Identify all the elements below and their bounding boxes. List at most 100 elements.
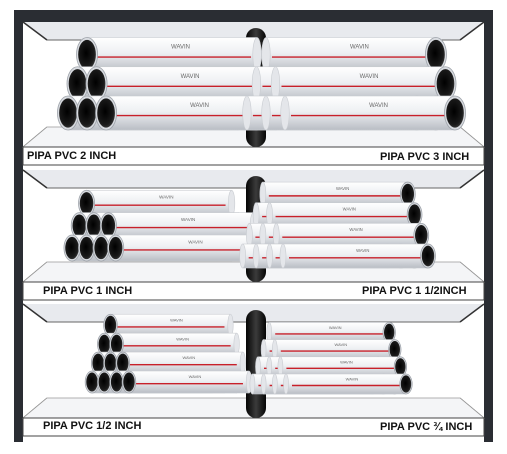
frame-top-beam [14,10,493,22]
shelf-2-pipes-right: WAVINWAVINWAVINWAVINWAVINWAVINWAVINWAVIN… [239,181,436,269]
shelf-2-left-pipe-2-opening [87,214,101,237]
shelf-1-edge-tr [459,21,485,41]
shelf-1-left-pipe-2-brand-mark: WAVIN [181,74,200,80]
shelf-2-right-pipe-9: WAVIN [279,243,436,269]
shelf-3-pipes-left: WAVINWAVINWAVINWAVINWAVINWAVINWAVINWAVIN… [84,313,253,394]
shelf-3-left-pipe-0: WAVIN [103,313,234,337]
shelf-2-left-label: PIPA PVC 1 INCH [43,285,133,297]
shelf-3-left-pipe-3-opening [92,353,104,373]
shelf-1-left-pipe-0-opening [78,39,96,70]
shelf-2-right-pipe-2-body [269,202,415,228]
shelf-2-right-pipe-0-body [262,181,409,207]
shelf-1-left-label: PIPA PVC 2 INCH [27,150,117,162]
shelf-3-right-pipe-5: WAVIN [277,356,407,378]
shelf-3-left-pipe-4-opening [104,353,117,373]
shelf-2-right-pipe-5-opening [415,225,428,246]
shelf-3-right-pipe-0-brand-mark: WAVIN [329,325,342,330]
shelf-3-right-pipe-5-brand-mark: WAVIN [340,359,353,364]
shelf-2-right-pipe-0-brand-mark: WAVIN [336,186,349,191]
shelf-3-right-pipe-9: WAVIN [283,373,413,395]
shelf-1-right-pipe-5-end-cap [280,95,290,131]
shelf-1-left-pipe-3-opening [59,98,77,128]
shelf-2-label-bar [22,281,485,301]
shelf-3-left-pipe-8-opening [110,372,123,392]
shelf-3-left-pipe-1-opening [98,334,111,354]
shelf-1-right-pipe-5-opening [446,98,464,128]
shelf-3-left-pipe-7-opening [98,372,111,392]
shelf-1-right-pipe-0-body [265,37,437,72]
shelf-1-right-pipe-3-end-cap [242,95,252,131]
shelf-2-right-pipe-9-body [282,243,429,269]
shelf-3-right-pipe-9-end-cap [283,373,289,395]
shelf-2-left-pipe-1-opening [72,214,87,237]
shelf-3-pipes-right: WAVINWAVINWAVINWAVINWAVINWAVINWAVINWAVIN… [249,321,413,395]
shelf-1-right-pipe-2-brand-mark: WAVIN [360,74,379,80]
shelf-3-edge-tl [22,303,48,323]
shelf-1-right-pipe-2-body [275,66,446,102]
shelf-1-right-pipe-5-brand-mark: WAVIN [369,103,388,109]
shelf-2-right-pipe-2-brand-mark: WAVIN [343,207,356,212]
shelf-3-right-pipe-2: WAVIN [271,339,402,361]
shelf-3-left-pipe-9: WAVIN [121,370,253,394]
shelf-3-left-pipe-2-brand-mark: WAVIN [176,336,189,341]
shelf-2-left-pipe-6-opening [94,236,108,260]
shelf-3-right-pipe-6-end-cap [249,373,256,395]
shelf-2-left-pipe-7-brand-mark: WAVIN [188,239,202,244]
shelf-1-edge-tl [22,21,48,41]
shelf-2-right-pipe-7-end-cap [252,243,260,269]
shelf-2-left-pipe-3-brand-mark: WAVIN [181,217,195,222]
shelf-1-left-pipe-4-opening [78,98,96,128]
shelf-1-left-pipe-0-body [86,37,258,72]
shelf-1-left-pipe-2-body [96,66,267,102]
shelf-2-edge-tr [459,169,485,189]
shelf-3-left-pipe-5-brand-mark: WAVIN [182,355,195,360]
shelf-2-left-pipe-3-opening [101,214,116,237]
shelf-2-right-pipe-2-opening [408,204,421,226]
shelf-3-left-pipe-2-opening [110,334,123,354]
shelf-2-left-pipe-4-opening [65,236,79,260]
shelf-3-right-pipe-8-end-cap [271,373,278,395]
shelf-3-left-pipe-0-opening [104,315,117,335]
shelf-2-left-pipe-5-opening [79,236,94,260]
shelf-2-right-pipe-5-body [275,223,422,248]
shelf-3-edge-tr [459,303,485,323]
shelf-2-right-pipe-2: WAVIN [266,202,423,228]
shelf-1-right-pipe-0-opening [427,39,445,70]
shelf-2-right-pipe-6-end-cap [239,243,246,269]
shelf-3-right-pipe-2-opening [389,341,400,359]
shelf-2-right-pipe-8-end-cap [266,243,273,269]
shelf-1-left-pipe-0: WAVIN [76,37,262,72]
shelf-3-right-pipe-2-brand-mark: WAVIN [334,342,347,347]
shelf-1-right-pipe-1-end-cap [251,66,261,102]
shelf-2-right-label: PIPA PVC 1 1/2INCH [362,285,467,297]
frame-right-post [484,12,493,442]
shelf-3-right-pipe-0-opening [384,323,395,341]
shelf-3-left-pipe-9-brand-mark: WAVIN [189,374,202,379]
shelf-3-right-pipe-7-end-cap [260,373,267,395]
shelf-2-right-pipe-5: WAVIN [272,222,430,248]
shelf-1-label-bar [22,146,485,166]
shelf-3-left-pipe-5-opening [117,353,129,373]
shelf-1-right-pipe-2: WAVIN [270,66,457,102]
shelf-1-right-pipe-4-end-cap [261,95,271,131]
shelf-2-right-pipe-9-end-cap [279,243,287,269]
shelf-3-left-pipe-6-opening [86,372,98,392]
shelf-2-right-pipe-0: WAVIN [259,181,416,207]
shelf-3-label-bar [22,417,485,437]
shelf-2-left-pipe-0: WAVIN [78,189,236,217]
shelf-2-right-pipe-9-opening [421,245,435,267]
shelf-1-left-pipe-0-end-cap [252,37,262,72]
shelf-1-left-pipe-5-brand-mark: WAVIN [190,103,209,109]
shelf-3-left-label: PIPA PVC 1/2 INCH [43,420,142,432]
shelf-1-right-pipe-2-opening [436,69,455,99]
shelf-3-left-pipe-0-brand-mark: WAVIN [170,317,183,322]
shelf-2-right-pipe-9-brand-mark: WAVIN [356,248,369,253]
shelf-3-right-pipe-9-brand-mark: WAVIN [346,377,359,382]
shelf-3-left-pipe-9-opening [123,372,135,392]
shelf-3-right-pipe-5-opening [395,358,406,376]
shelf-1-right-pipe-0-end-cap [261,37,271,72]
